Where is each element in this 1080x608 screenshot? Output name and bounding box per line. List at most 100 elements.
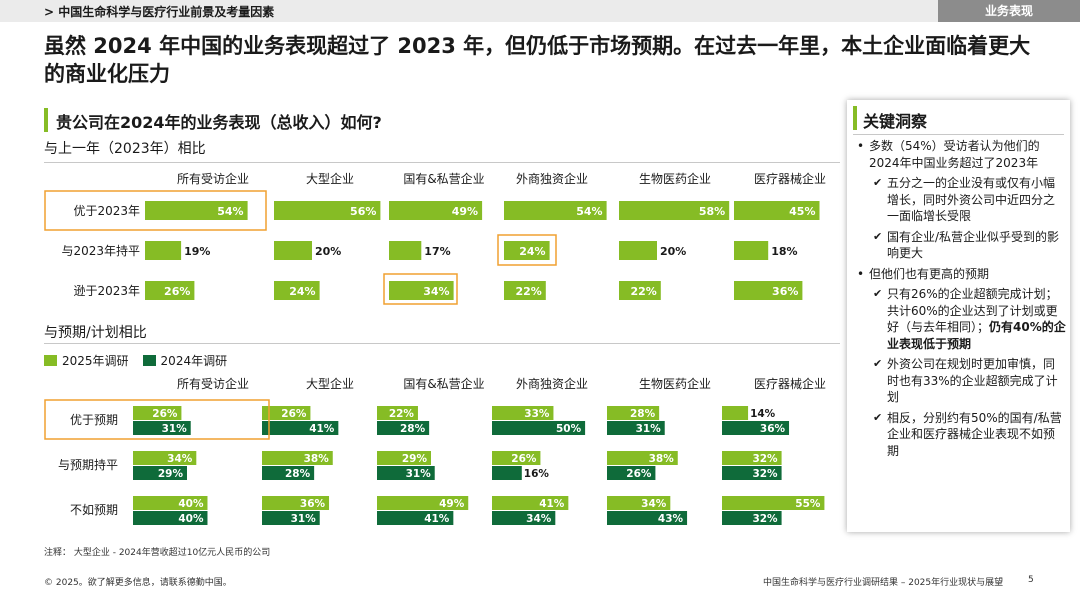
chart2-group-label: 大型企业 bbox=[306, 376, 354, 391]
chart2-group-label: 外商独资企业 bbox=[516, 376, 588, 391]
insight-check-4: ✔ 外资公司在规划时更加审慎，同时也有33%的企业超额完成了计划 bbox=[853, 356, 1066, 406]
breadcrumb: > 中国生命科学与医疗行业前景及考量因素 bbox=[44, 5, 275, 19]
chart2-data-label-2024: 50% bbox=[556, 423, 582, 435]
chart1-group-label: 生物医药企业 bbox=[639, 171, 711, 186]
chart2-bar-2025 bbox=[492, 406, 554, 420]
insight-check-1-text: 五分之一的企业没有或仅有小幅增长，同时外资公司中近四分之一面临增长受限 bbox=[887, 176, 1056, 223]
chart1-group-label: 国有&私营企业 bbox=[403, 171, 484, 186]
chart1-bar bbox=[145, 281, 195, 300]
insight-check-4-text: 外资公司在规划时更加审慎，同时也有33%的企业超额完成了计划 bbox=[887, 357, 1058, 404]
chart2-data-label-2024: 41% bbox=[424, 513, 450, 525]
chart2-bar-2024 bbox=[262, 466, 315, 480]
chart1-group-label: 医疗器械企业 bbox=[754, 171, 826, 186]
chart2-data-label-2024: 31% bbox=[291, 513, 317, 525]
chart1-bar bbox=[504, 201, 607, 220]
key-insights-panel: 关键洞察 多数（54%）受访者认为他们的2024年中国业务超过了2023年 ✔ 五… bbox=[847, 100, 1070, 532]
chart1-bar bbox=[619, 201, 730, 220]
chart2-bar-2025 bbox=[133, 406, 182, 420]
chart2-bar-2025 bbox=[377, 496, 469, 510]
chart2-legend: 2025年调研 2024年调研 bbox=[44, 352, 227, 369]
chart2-data-label-2025: 26% bbox=[511, 453, 537, 465]
chart2-bar-2024 bbox=[607, 511, 688, 525]
chart2-bar-2025 bbox=[722, 451, 782, 465]
insights-body: 多数（54%）受访者认为他们的2024年中国业务超过了2023年 ✔ 五分之一的企… bbox=[853, 138, 1066, 463]
legend-item-2024: 2024年调研 bbox=[142, 352, 228, 369]
chart1-highlight-row1 bbox=[44, 190, 267, 231]
chart1-bar bbox=[619, 241, 657, 260]
chart2-data-label-2024: 16% bbox=[524, 468, 550, 480]
chart2-bar-2024 bbox=[492, 466, 522, 480]
chart1-data-label: 24% bbox=[289, 285, 315, 298]
chart2-bar-2024 bbox=[262, 511, 320, 525]
chart2-data-label-2025: 14% bbox=[750, 408, 776, 420]
chart2-bar-2025 bbox=[722, 406, 749, 420]
insight-check-2: ✔ 国有企业/私营企业似乎受到的影响更大 bbox=[853, 229, 1066, 262]
chart2-data-label-2024: 43% bbox=[658, 513, 684, 525]
legend-label-2025: 2025年调研 bbox=[62, 354, 129, 368]
chart1-data-label: 19% bbox=[184, 245, 210, 258]
chart2-bar-2025 bbox=[377, 451, 431, 465]
chart2-data-label-2025: 49% bbox=[439, 498, 465, 510]
chart2-data-label-2024: 28% bbox=[285, 468, 311, 480]
chart2-data-label-2025: 38% bbox=[304, 453, 330, 465]
insights-title: 关键洞察 bbox=[863, 112, 928, 131]
insight-check-3: ✔ 只有26%的企业超额完成计划；共计60%的企业达到了计划或更好（与去年相同）；… bbox=[853, 286, 1066, 352]
chart1-bar bbox=[274, 281, 320, 300]
chart2-bar-2024 bbox=[377, 466, 435, 480]
chart1-data-label: 20% bbox=[315, 245, 341, 258]
chart2-data-label-2024: 32% bbox=[752, 513, 778, 525]
chart2-group-label: 所有受访企业 bbox=[177, 376, 249, 391]
chart2-data-label-2025: 34% bbox=[167, 453, 193, 465]
chart1-highlight-fdi-flat bbox=[497, 234, 557, 266]
chart1-data-label: 54% bbox=[217, 205, 243, 218]
chart2-bar-2025 bbox=[262, 451, 333, 465]
chart1-data-label: 22% bbox=[515, 285, 541, 298]
chart2-data-label-2024: 34% bbox=[526, 513, 552, 525]
chart1-bar bbox=[734, 241, 769, 260]
legend-swatch-2025 bbox=[44, 355, 57, 366]
chart2-data-label-2024: 29% bbox=[158, 468, 184, 480]
chart1-data-label: 26% bbox=[164, 285, 190, 298]
chart2-bar-2024 bbox=[492, 421, 586, 435]
chart2-bar-2025 bbox=[607, 496, 671, 510]
chart2-data-label-2024: 32% bbox=[752, 468, 778, 480]
chart2-bar-2024 bbox=[262, 421, 339, 435]
check-icon: ✔ bbox=[873, 287, 883, 300]
check-icon: ✔ bbox=[873, 176, 883, 189]
chart1-data-label: 22% bbox=[630, 285, 656, 298]
chart2-data-label-2024: 28% bbox=[400, 423, 426, 435]
chart2-data-label-2024: 41% bbox=[309, 423, 335, 435]
chart2-highlight-row1 bbox=[44, 399, 270, 440]
chart1-bar bbox=[504, 281, 546, 300]
chart1-data-label: 36% bbox=[772, 285, 798, 298]
chart1-bar bbox=[389, 281, 454, 300]
chart2-data-label-2025: 29% bbox=[402, 453, 428, 465]
chart1-bar bbox=[145, 201, 248, 220]
chart2-bar-2024 bbox=[607, 466, 656, 480]
chart2-data-label-2025: 26% bbox=[281, 408, 307, 420]
chart2-data-label-2025: 34% bbox=[641, 498, 667, 510]
chart1-data-label: 34% bbox=[423, 285, 449, 298]
chart2-data-label-2024: 40% bbox=[178, 513, 204, 525]
chart1-group-label: 外商独资企业 bbox=[516, 171, 588, 186]
insight-check-2-text: 国有企业/私营企业似乎受到的影响更大 bbox=[887, 229, 1060, 261]
chart2-bar-2024 bbox=[377, 511, 454, 525]
chart2-data-label-2025: 33% bbox=[524, 408, 550, 420]
chart2-bar-2024 bbox=[492, 511, 556, 525]
legend-label-2024: 2024年调研 bbox=[160, 354, 228, 368]
chart2-data-label-2025: 32% bbox=[752, 453, 778, 465]
chart2-bar-2025 bbox=[722, 496, 825, 510]
chart2-data-label-2024: 31% bbox=[162, 423, 188, 435]
chart2-bar-2025 bbox=[133, 496, 208, 510]
check-icon: ✔ bbox=[873, 229, 883, 243]
insights-accent-bar bbox=[853, 106, 857, 130]
chart2-data-label-2024: 31% bbox=[406, 468, 432, 480]
chart1-bar bbox=[619, 281, 661, 300]
chart2-data-label-2025: 36% bbox=[300, 498, 326, 510]
chart1-bar bbox=[389, 241, 422, 260]
page-title: 虽然 2024 年中国的业务表现超过了 2023 年，但仍低于市场预期。在过去一… bbox=[44, 34, 1031, 86]
chart2-title: 与预期/计划相比 bbox=[44, 325, 147, 341]
chart2-row-label: 与预期持平 bbox=[58, 457, 118, 472]
chart1-data-label: 20% bbox=[660, 245, 686, 258]
page-number: 5 bbox=[1028, 575, 1034, 585]
